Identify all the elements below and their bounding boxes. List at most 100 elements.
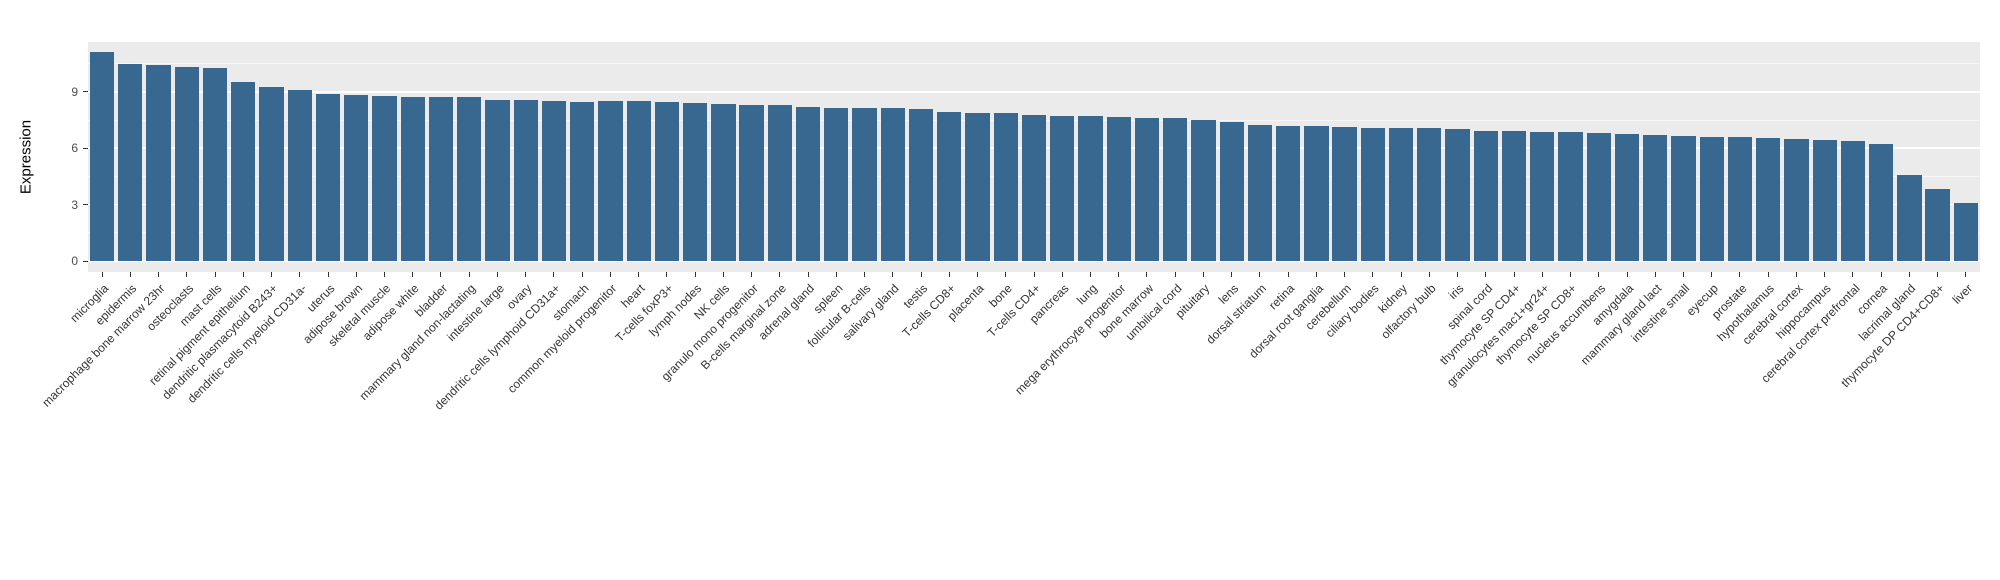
- x-tick-mark: [892, 272, 894, 277]
- bar: [654, 102, 680, 261]
- bar: [485, 100, 510, 261]
- x-tick-mark: [299, 272, 301, 277]
- bar: [1897, 174, 1922, 261]
- bar: [344, 94, 369, 261]
- x-tick-mark: [835, 272, 837, 277]
- x-tick-mark: [1626, 272, 1628, 277]
- bar: [1191, 120, 1216, 261]
- x-tick-mark: [1908, 272, 1910, 277]
- bar: [711, 104, 736, 261]
- bar: [880, 107, 905, 261]
- bar: [400, 96, 425, 261]
- x-tick-mark: [1965, 272, 1967, 277]
- bar: [1163, 118, 1188, 261]
- bar: [1699, 136, 1724, 261]
- x-tick-mark: [1089, 272, 1091, 277]
- bar: [767, 104, 792, 261]
- x-tick-mark: [440, 272, 442, 277]
- y-tick-mark: [83, 204, 88, 206]
- x-tick-mark: [1598, 272, 1600, 277]
- x-tick-mark: [1202, 272, 1204, 277]
- bar: [1050, 116, 1075, 261]
- y-tick-mark: [83, 147, 88, 149]
- bar: [993, 113, 1018, 261]
- bar: [513, 100, 538, 261]
- bar: [1417, 128, 1442, 261]
- bar: [1134, 118, 1160, 261]
- bar: [1473, 131, 1498, 261]
- bar: [1388, 127, 1414, 261]
- x-tick-mark: [1682, 272, 1684, 277]
- bar: [1586, 133, 1611, 261]
- y-tick-label: 6: [71, 141, 78, 156]
- bar: [231, 82, 256, 261]
- x-tick-mark: [412, 272, 414, 277]
- x-tick-mark: [1570, 272, 1572, 277]
- bar: [1840, 140, 1866, 261]
- x-tick-mark: [1880, 272, 1882, 277]
- x-tick-mark: [1428, 272, 1430, 277]
- bar: [937, 112, 962, 261]
- bar: [1304, 125, 1329, 261]
- x-tick-mark: [271, 272, 273, 277]
- bar: [1925, 188, 1950, 261]
- bar: [1812, 139, 1837, 261]
- x-tick-mark: [1315, 272, 1317, 277]
- x-tick-label: liver: [1949, 281, 1976, 307]
- y-tick-mark: [83, 91, 88, 93]
- bar: [1530, 132, 1555, 261]
- bar: [739, 104, 764, 261]
- x-tick-mark: [1654, 272, 1656, 277]
- bar: [1727, 136, 1753, 261]
- bar: [1869, 144, 1894, 261]
- x-tick-mark: [242, 272, 244, 277]
- x-tick-mark: [355, 272, 357, 277]
- x-tick-mark: [1485, 272, 1487, 277]
- major-gridline: [88, 260, 1980, 262]
- bar: [598, 101, 623, 261]
- bar: [1021, 115, 1047, 261]
- x-tick-mark: [1372, 272, 1374, 277]
- bar: [118, 63, 143, 261]
- x-tick-mark: [384, 272, 385, 277]
- x-tick-mark: [920, 272, 922, 277]
- x-tick-mark: [1852, 272, 1854, 277]
- bar: [89, 52, 115, 261]
- x-tick-mark: [666, 272, 668, 277]
- bar: [965, 113, 990, 261]
- x-tick-mark: [468, 272, 470, 277]
- bar: [202, 68, 228, 261]
- x-tick-mark: [638, 272, 640, 277]
- y-tick-label: 9: [71, 84, 78, 99]
- bar: [1106, 117, 1131, 261]
- bar: [908, 108, 934, 261]
- bar: [1501, 131, 1527, 261]
- bar: [287, 89, 312, 261]
- x-tick-mark: [1259, 272, 1261, 277]
- x-tick-mark: [1005, 272, 1007, 277]
- bar: [1332, 126, 1357, 261]
- x-tick-mark: [807, 272, 809, 277]
- bar: [1953, 202, 1979, 261]
- x-tick-mark: [609, 272, 611, 277]
- x-tick-mark: [525, 272, 527, 277]
- x-tick-mark: [1541, 272, 1543, 277]
- bar: [1671, 135, 1696, 261]
- x-tick-mark: [214, 272, 216, 277]
- x-tick-mark: [1795, 272, 1797, 277]
- x-tick-mark: [186, 272, 188, 277]
- bar: [541, 101, 567, 261]
- x-tick-mark: [977, 272, 979, 277]
- x-tick-mark: [496, 272, 498, 277]
- bar: [146, 64, 171, 261]
- bar: [428, 96, 454, 261]
- x-tick-label: iris: [1446, 281, 1467, 303]
- bar: [259, 87, 284, 261]
- x-tick-mark: [1400, 272, 1402, 277]
- bar: [457, 97, 482, 261]
- bar: [1784, 138, 1809, 261]
- x-tick-mark: [1937, 272, 1939, 277]
- bar: [1360, 127, 1385, 261]
- bar: [626, 101, 651, 261]
- x-tick-mark: [779, 272, 781, 277]
